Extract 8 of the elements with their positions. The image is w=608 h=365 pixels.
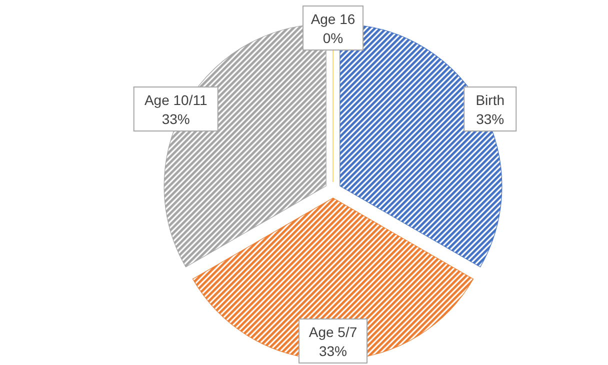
category-label: Age 16 — [310, 11, 356, 27]
data-label: 33% — [318, 343, 348, 359]
slice-label: Age 10/11 — [144, 92, 208, 108]
slice-label: Age 5/7 — [308, 324, 358, 340]
data-label: 33% — [476, 111, 504, 127]
slice-label: Birth — [476, 92, 505, 108]
data-label: 33% — [162, 111, 190, 127]
text: 0% — [322, 30, 344, 46]
